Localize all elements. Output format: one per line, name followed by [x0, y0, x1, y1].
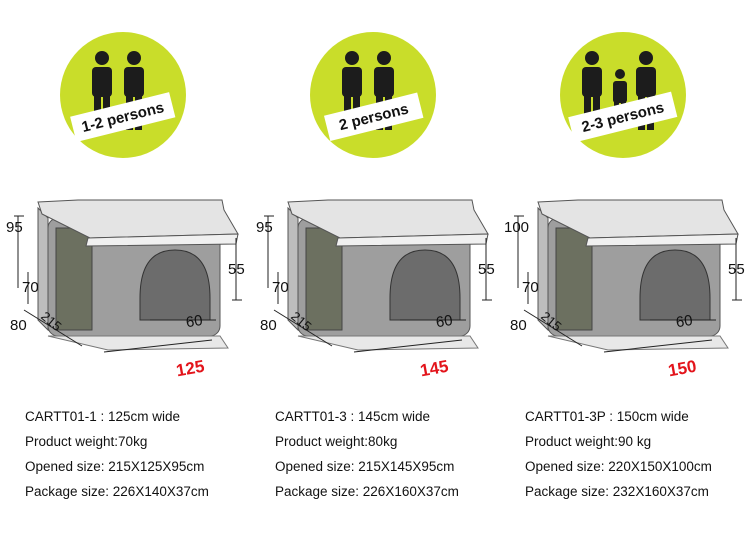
- spec-model: CARTT01-3P : 150cm wide: [525, 409, 689, 424]
- dim-height: 95: [6, 219, 23, 236]
- tent-diagram: 95 70 80 215 55 60 125: [0, 180, 250, 390]
- spec-model: CARTT01-1 : 125cm wide: [25, 409, 181, 424]
- product-card-cartt01-1: 1-2 persons 95 70 80 215 55: [0, 0, 250, 552]
- dim-height: 100: [504, 219, 529, 236]
- persons-badge: 2 persons: [308, 30, 438, 160]
- spec-weight: Product weight:80kg: [275, 434, 398, 449]
- dim-window-width: 60: [435, 312, 454, 331]
- spec-list: CARTT01-1 : 125cm wide Product weight:70…: [25, 404, 209, 504]
- dim-inner-height: 70: [22, 279, 39, 296]
- spec-weight: Product weight:70kg: [25, 434, 148, 449]
- spec-opened-size: Opened size: 220X150X100cm: [525, 459, 712, 474]
- dim-width: 150: [667, 357, 698, 381]
- persons-badge: 1-2 persons: [58, 30, 188, 160]
- spec-list: CARTT01-3P : 150cm wide Product weight:9…: [525, 404, 712, 504]
- dim-depth: 80: [510, 317, 527, 334]
- dim-window-height: 55: [478, 261, 495, 278]
- spec-opened-size: Opened size: 215X125X95cm: [25, 459, 205, 474]
- dim-height: 95: [256, 219, 273, 236]
- dim-depth: 80: [10, 317, 27, 334]
- spec-package-size: Package size: 232X160X37cm: [525, 484, 709, 499]
- dim-window-height: 55: [728, 261, 745, 278]
- dim-depth: 80: [260, 317, 277, 334]
- dim-width: 125: [175, 357, 206, 381]
- tent-diagram: 95 70 80 215 55 60 145: [250, 180, 500, 390]
- spec-list: CARTT01-3 : 145cm wide Product weight:80…: [275, 404, 459, 504]
- spec-weight: Product weight:90 kg: [525, 434, 652, 449]
- dim-inner-height: 70: [272, 279, 289, 296]
- spec-opened-size: Opened size: 215X145X95cm: [275, 459, 455, 474]
- spec-package-size: Package size: 226X140X37cm: [25, 484, 209, 499]
- tent-diagram: 100 70 80 215 55 60 150: [500, 180, 750, 390]
- dim-width: 145: [419, 357, 450, 381]
- spec-package-size: Package size: 226X160X37cm: [275, 484, 459, 499]
- persons-badge: 2-3 persons: [558, 30, 688, 160]
- dim-window-width: 60: [185, 312, 204, 331]
- product-card-cartt01-3: 2 persons 95 70 80 215 55: [250, 0, 500, 552]
- dim-window-height: 55: [228, 261, 245, 278]
- dim-window-width: 60: [675, 312, 694, 331]
- dim-inner-height: 70: [522, 279, 539, 296]
- spec-model: CARTT01-3 : 145cm wide: [275, 409, 431, 424]
- product-card-cartt01-3p: 2-3 persons 100 70 80 215 55: [500, 0, 750, 552]
